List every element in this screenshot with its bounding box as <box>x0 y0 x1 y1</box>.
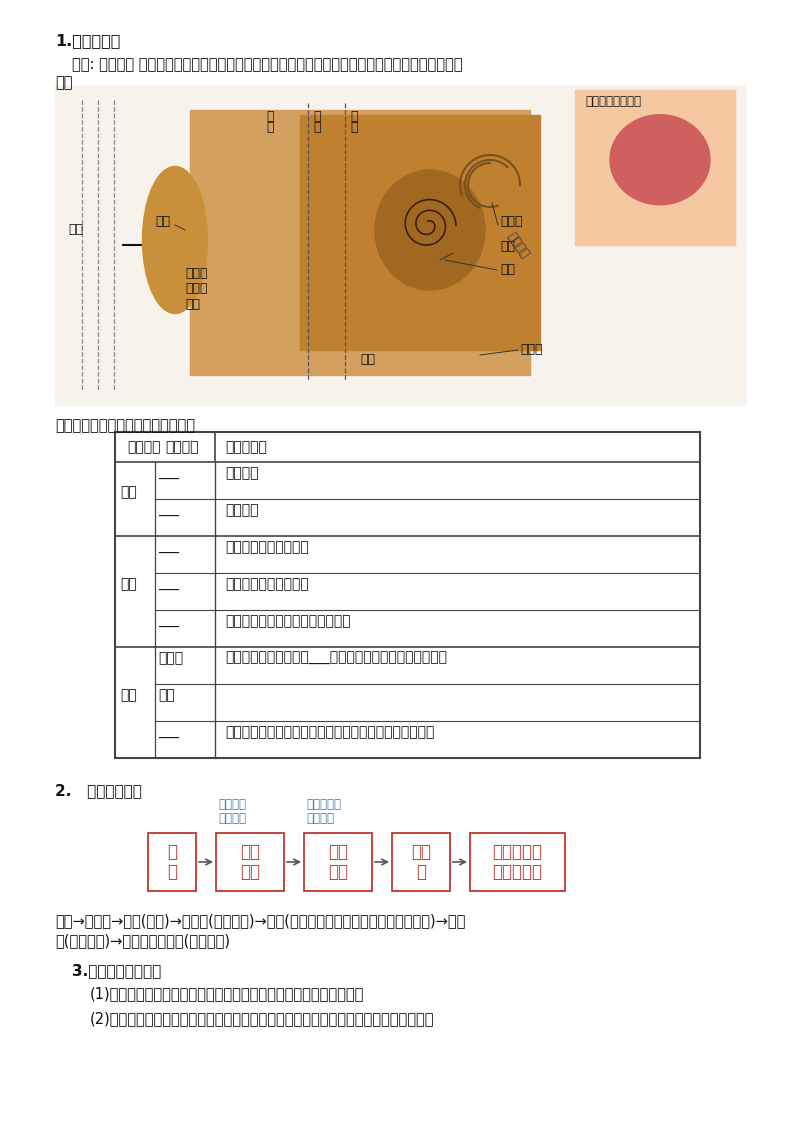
Text: 大脑（产生听觉）: 大脑（产生听觉） <box>585 95 641 108</box>
Bar <box>392 833 450 891</box>
Bar <box>470 833 565 891</box>
Text: 大脑听觉中
枢形成听觉: 大脑听觉中 枢形成听觉 <box>492 842 542 882</box>
Text: 蜗。: 蜗。 <box>55 75 72 90</box>
Text: 有感受头部位置变动的___感受器，能感受头部位置的变化: 有感受头部位置变动的___感受器，能感受头部位置的变化 <box>225 651 447 665</box>
Bar <box>304 833 372 891</box>
Text: 3.影响听觉的因素：: 3.影响听觉的因素： <box>72 964 161 978</box>
Text: 2.   听觉的形成：: 2. 听觉的形成： <box>55 783 142 798</box>
Text: ___: ___ <box>158 466 179 480</box>
Text: ___: ___ <box>158 540 179 554</box>
Text: 听觉感受器: 听觉感受器 <box>306 798 341 811</box>
Text: 内有液体和听觉感受器，能接收声音振动刺激，产生信息: 内有液体和听觉感受器，能接收声音振动刺激，产生信息 <box>225 725 434 739</box>
Text: ___: ___ <box>158 577 179 591</box>
Ellipse shape <box>142 166 207 313</box>
Text: 耳的各部分结构和功能如下表所示：: 耳的各部分结构和功能如下表所示： <box>55 418 195 433</box>
Text: 听小骨: 听小骨 <box>185 267 207 280</box>
Bar <box>300 115 540 350</box>
Text: 各部分功能: 各部分功能 <box>225 440 267 454</box>
Text: 耳的结构: 耳的结构 <box>165 440 198 454</box>
Text: 内耳
耳蜗: 内耳 耳蜗 <box>328 842 348 882</box>
Text: 前庭: 前庭 <box>500 240 515 253</box>
Bar <box>216 833 284 891</box>
Text: 声波→外耳道→鼓膜(振动)→听小骨(放大振动)→耳蜗(听觉感受器接受声音刺激，产生信息)→听神: 声波→外耳道→鼓膜(振动)→听小骨(放大振动)→耳蜗(听觉感受器接受声音刺激，产… <box>55 913 465 928</box>
Text: 耳的结构: 耳的结构 <box>127 440 160 454</box>
Text: 传导声波: 传导声波 <box>225 503 259 517</box>
Text: 声音放大: 声音放大 <box>218 812 246 825</box>
Text: 鼓膜: 鼓膜 <box>185 298 200 311</box>
Text: 鼓膜
振动: 鼓膜 振动 <box>240 842 260 882</box>
Text: ___: ___ <box>158 725 179 739</box>
Text: ___: ___ <box>158 503 179 517</box>
Ellipse shape <box>610 115 710 204</box>
Text: 经(传导信息)→大脑的听觉中枢(产生听觉): 经(传导信息)→大脑的听觉中枢(产生听觉) <box>55 933 230 948</box>
Text: 耳: 耳 <box>313 121 321 134</box>
Text: 听小骨把: 听小骨把 <box>218 798 246 811</box>
Text: 在声波作用下产生振动: 在声波作用下产生振动 <box>225 540 309 554</box>
Text: 前庭: 前庭 <box>158 688 175 702</box>
Text: 外耳: 外耳 <box>120 485 137 499</box>
Text: 半规管: 半规管 <box>158 651 183 665</box>
Text: 声波: 声波 <box>68 223 83 236</box>
Text: (2)人的听觉与听觉器官有关：听觉器官的一部分受到损伤，会使听力下降，甚至失聪。: (2)人的听觉与听觉器官有关：听觉器官的一部分受到损伤，会使听力下降，甚至失聪。 <box>90 1011 434 1026</box>
Text: 中耳: 中耳 <box>120 577 137 592</box>
Text: 耳: 耳 <box>350 121 357 134</box>
Polygon shape <box>190 110 530 375</box>
Text: 神经传导: 神经传导 <box>505 230 532 261</box>
Text: 耳蜗: 耳蜗 <box>500 263 515 276</box>
Text: 听神
经: 听神 经 <box>411 842 431 882</box>
Ellipse shape <box>375 170 485 290</box>
Bar <box>55 85 745 405</box>
Text: 保持鼓膜内外气压平衡，保护鼓膜: 保持鼓膜内外气压平衡，保护鼓膜 <box>225 614 351 628</box>
Bar <box>575 90 735 245</box>
Text: 中: 中 <box>313 110 321 124</box>
Text: 产生信息: 产生信息 <box>306 812 334 825</box>
Text: 内: 内 <box>350 110 357 124</box>
Text: 耳廓: 耳廓 <box>155 214 170 228</box>
Text: 耳: 耳 <box>266 121 273 134</box>
Text: 听神经: 听神经 <box>455 247 477 261</box>
Text: 收集声波: 收集声波 <box>225 466 259 480</box>
Text: 外: 外 <box>266 110 273 124</box>
Text: 咽鼓管: 咽鼓管 <box>520 343 542 356</box>
Text: 声
波: 声 波 <box>167 842 177 882</box>
Text: 鼓室: 鼓室 <box>360 353 375 366</box>
Bar <box>148 833 196 891</box>
Text: 半规管: 半规管 <box>500 214 522 228</box>
Text: 1.耳的结构：: 1.耳的结构： <box>55 33 121 48</box>
Text: (1)人的听觉与年龄有关：听觉通常会随着年龄的增大而变得不灵敏。: (1)人的听觉与年龄有关：听觉通常会随着年龄的增大而变得不灵敏。 <box>90 986 364 1001</box>
Text: 把声音放大后传到内耳: 把声音放大后传到内耳 <box>225 577 309 591</box>
Text: 读图: 耳的结构 外耳包括耳廓和外耳道。中耳包括鼓膜、鼓室和咽鼓管。内耳包括半规管、前庭和耳: 读图: 耳的结构 外耳包括耳廓和外耳道。中耳包括鼓膜、鼓室和咽鼓管。内耳包括半规… <box>72 57 462 72</box>
Text: ___: ___ <box>158 614 179 628</box>
Text: 外耳道: 外耳道 <box>185 282 207 295</box>
Text: 内耳: 内耳 <box>120 688 137 703</box>
